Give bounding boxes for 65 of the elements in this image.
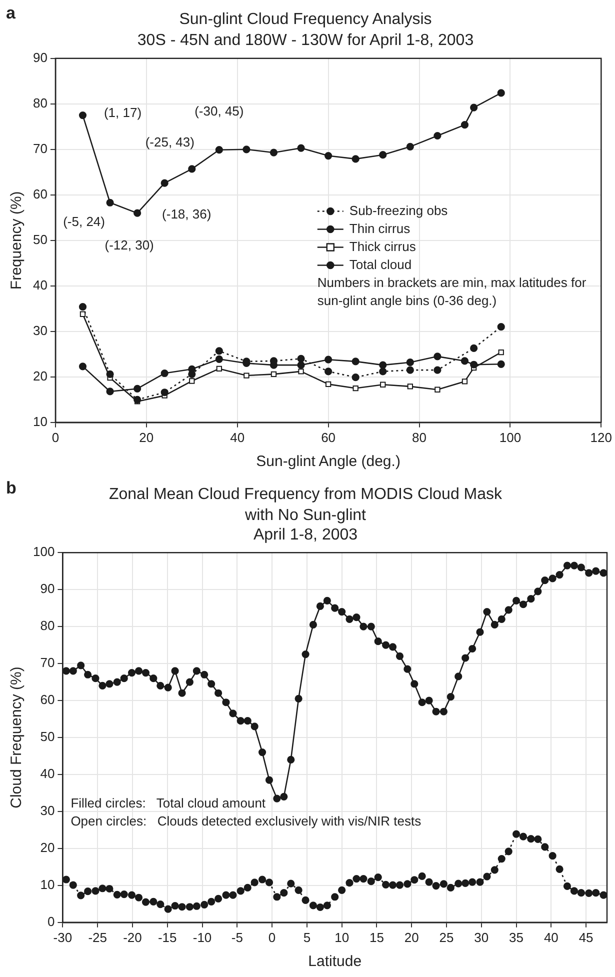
y-tick-label: 80 [40,618,55,634]
y-tick-label: 80 [32,95,48,110]
annotation: (-12, 30) [104,238,154,253]
y-axis-title: Cloud Frequency (%) [8,666,26,808]
x-tick-label: 25 [439,930,454,945]
x-axis-title: Sun-glint Angle (deg.) [256,453,400,470]
x-tick-label: -30 [53,930,72,945]
x-tick-label: 0 [268,930,276,945]
x-tick-label: 40 [544,930,558,945]
y-tick-label: 10 [40,877,55,892]
y-axis-title: Frequency (%) [8,191,26,290]
x-tick-label: -15 [158,930,177,945]
x-tick-label: -5 [231,930,243,945]
x-tick-label: 35 [509,930,524,945]
chart-subtitle: 30S - 45N and 180W - 130W for April 1-8, 2003 [137,32,474,50]
x-tick-label: 120 [590,430,612,445]
y-tick-label: 60 [32,186,48,202]
x-tick-label: 10 [334,930,350,945]
y-tick-label: 60 [40,692,55,708]
y-tick-label: 40 [32,277,48,292]
y-tick-label: 90 [40,581,55,596]
y-tick-label: 50 [32,232,48,247]
y-tick-label: 10 [32,414,48,429]
text: a [6,4,16,23]
y-tick-label: 20 [32,368,48,384]
y-tick-label: 40 [40,766,55,782]
chart-title: Sun-glint Cloud Frequency Analysis [179,11,432,28]
x-tick-label: 20 [139,430,154,445]
annotation: (-30, 45) [194,103,244,118]
x-tick-label: 80 [412,430,426,445]
y-tick-label: 100 [32,544,55,560]
text: b [6,478,16,498]
annotation: (-25, 43) [145,134,194,150]
y-tick-label: 70 [32,140,48,156]
legend-label: Sub-freezing obs [349,202,448,218]
y-tick-label: 0 [47,914,55,929]
annotation: (-18, 36) [162,206,212,222]
chart-title: Zonal Mean Cloud Frequency from MODIS Cloud Mask [108,486,504,504]
legend-label: Total cloud [349,256,412,272]
y-tick-label: 70 [40,655,55,670]
annotation: Numbers in brackets are min, max latitudes for sun-glint angle bins (0-36 deg.) [317,274,587,308]
x-tick-label: 60 [321,430,336,445]
x-tick-label: 45 [578,930,594,945]
x-tick-label: 40 [230,430,245,445]
annotation: Open circles: Clouds detected exclusively with vis/NIR tests [70,814,422,829]
legend-label: Thin cirrus [349,220,411,236]
annotation: (-5, 24) [63,214,105,230]
x-tick-label: -25 [88,930,107,945]
x-tick-label: 20 [404,930,419,945]
x-tick-label: -10 [192,930,212,945]
x-tick-label: 15 [369,930,384,945]
y-tick-label: 90 [32,50,48,65]
annotation: Filled circles: Total cloud amount [70,796,266,811]
x-axis-title: Latitude [308,953,362,970]
x-tick-label: -20 [123,930,142,945]
legend-label: Thick cirrus [349,238,416,254]
x-tick-label: 30 [474,930,489,945]
chart-subtitle: with No Sun-glint April 1-8, 2003 [244,507,367,544]
y-tick-label: 30 [40,803,55,818]
y-tick-label: 30 [32,322,48,338]
y-tick-label: 20 [40,840,55,856]
y-tick-label: 50 [40,729,55,744]
x-tick-label: 100 [499,430,522,445]
annotation: (1, 17) [104,104,142,120]
x-tick-label: 5 [303,930,311,945]
